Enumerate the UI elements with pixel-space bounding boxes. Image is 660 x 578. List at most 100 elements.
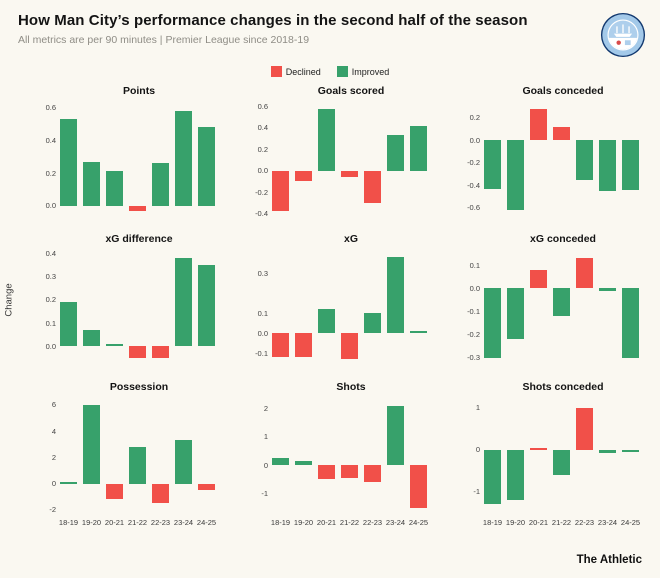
y-tick-label: -0.1 xyxy=(255,348,268,358)
bar-23-24 xyxy=(599,449,616,454)
bar-18-19 xyxy=(60,302,77,347)
y-tick-label: -0.2 xyxy=(467,330,480,340)
bar-23-24 xyxy=(387,405,404,466)
bar-22-23 xyxy=(364,170,381,203)
y-tick-label: 0.0 xyxy=(45,201,56,211)
bar-20-21 xyxy=(318,309,335,333)
x-tick-label: 22-23 xyxy=(150,518,171,527)
y-tick-label: -0.2 xyxy=(467,158,480,168)
x-tick-label: 24-25 xyxy=(196,518,217,527)
y-tick-label: 0.2 xyxy=(469,113,480,123)
bar-21-22 xyxy=(129,446,146,484)
header-titles: How Man City’s performance changes in th… xyxy=(18,12,528,46)
chart-possession: Possession 6 4 2 0 -2 18-19 19-20 20-21 21-22 22-2… xyxy=(30,381,220,527)
bar-18-19 xyxy=(272,333,289,357)
man-city-crest-icon xyxy=(600,12,646,58)
plot-goals-scored: 0.6 0.4 0.2 0.0 -0.2 -0.4 xyxy=(242,101,432,219)
bar-22-23 xyxy=(152,483,169,504)
legend-declined-label: Declined xyxy=(285,66,321,77)
y-tick-label: -0.3 xyxy=(467,353,480,363)
x-tick-label: 23-24 xyxy=(385,518,406,527)
bar-18-19 xyxy=(60,482,77,484)
x-tick-label: 23-24 xyxy=(173,518,194,527)
legend-declined: Declined xyxy=(270,66,321,77)
x-tick-label: 18-19 xyxy=(58,518,79,527)
bar-21-22 xyxy=(553,126,570,141)
bar-18-19 xyxy=(484,449,501,505)
bar-20-21 xyxy=(530,269,547,289)
y-tick-label: 0.4 xyxy=(45,135,56,145)
y-tick-label: 0.2 xyxy=(45,168,56,178)
bar-19-20 xyxy=(295,460,312,466)
x-tick-label: 24-25 xyxy=(408,518,429,527)
x-tick-label: 24-25 xyxy=(620,518,641,527)
bar-20-21 xyxy=(530,108,547,141)
bar-19-20 xyxy=(295,170,312,182)
bar-23-24 xyxy=(387,257,404,333)
chart-title-goals-conceded: Goals conceded xyxy=(522,85,604,97)
declined-swatch-icon xyxy=(270,66,282,77)
bar-20-21 xyxy=(318,108,335,171)
bar-21-22 xyxy=(341,333,358,359)
plot-shots-conceded: 1 0 -1 18-19 19-20 20-21 21-22 22-23 23-24 24-25 xyxy=(454,397,644,527)
bar-19-20 xyxy=(507,140,524,210)
x-tick-label: 22-23 xyxy=(362,518,383,527)
bar-18-19 xyxy=(484,288,501,358)
bar-23-24 xyxy=(599,288,616,291)
bar-24-25 xyxy=(622,288,639,358)
y-tick-label: 0.1 xyxy=(469,260,480,270)
y-tick-label: 0.1 xyxy=(45,318,56,328)
chart-xg: xG 0.3 0.1 0.0 -0.1 xyxy=(242,233,432,367)
y-tick-label: 1 xyxy=(475,403,480,413)
x-tick-label: 19-20 xyxy=(293,518,314,527)
bar-23-24 xyxy=(175,110,192,206)
y-tick-label: 0.6 xyxy=(45,103,56,113)
chart-title-shots: Shots xyxy=(336,381,366,393)
y-tick-label: 4 xyxy=(51,426,56,436)
x-tick-label: 19-20 xyxy=(81,518,102,527)
bar-23-24 xyxy=(175,258,192,347)
y-tick-label: 0 xyxy=(263,460,268,470)
chart-xg-conceded: xG conceded 0.1 0.0 -0.1 -0.2 -0.3 xyxy=(454,233,644,367)
y-tick-label: -0.4 xyxy=(255,209,268,219)
bar-23-24 xyxy=(387,135,404,171)
chart-title-possession: Possession xyxy=(109,381,169,393)
bar-19-20 xyxy=(507,288,524,340)
bar-18-19 xyxy=(272,458,289,466)
bar-22-23 xyxy=(576,407,593,450)
plot-possession: 6 4 2 0 -2 18-19 19-20 20-21 21-22 22-23 23-24 24-2… xyxy=(30,397,220,527)
bar-24-25 xyxy=(410,125,427,171)
x-tick-label: 21-22 xyxy=(551,518,572,527)
chart-title-xg-difference: xG difference xyxy=(105,233,173,245)
y-tick-label: -0.1 xyxy=(467,306,480,316)
bar-21-22 xyxy=(553,288,570,317)
chart-goals-scored: Goals scored 0.6 0.4 0.2 0.0 -0.2 -0.4 xyxy=(242,85,432,219)
chart-shots-conceded: Shots conceded 1 0 -1 18-19 19-20 20-21 21-22 22… xyxy=(454,381,644,527)
bar-20-21 xyxy=(106,343,123,347)
bar-21-22 xyxy=(129,205,146,211)
y-tick-label: 0.2 xyxy=(257,144,268,154)
bar-22-23 xyxy=(364,313,381,333)
bar-24-25 xyxy=(410,465,427,508)
bar-24-25 xyxy=(410,331,427,333)
page-subtitle: All metrics are per 90 minutes | Premier… xyxy=(18,34,310,46)
bar-22-23 xyxy=(576,258,593,289)
y-tick-label: -0.4 xyxy=(467,180,480,190)
bar-20-21 xyxy=(318,465,335,480)
bar-20-21 xyxy=(106,171,123,206)
y-tick-label: -1 xyxy=(473,487,480,497)
y-tick-label: -2 xyxy=(49,505,56,515)
bar-19-20 xyxy=(83,161,100,206)
chart-title-xg: xG xyxy=(343,233,358,245)
x-tick-label: 20-21 xyxy=(316,518,337,527)
y-tick-label: 0.1 xyxy=(257,308,268,318)
bar-18-19 xyxy=(272,170,289,212)
y-tick-label: 2 xyxy=(51,452,56,462)
bar-22-23 xyxy=(152,163,169,206)
improved-swatch-icon xyxy=(336,66,348,77)
charts-grid: Points 0.6 0.4 0.2 0.0 Goals scored 0.6 0.4 0.2 0… xyxy=(30,85,644,527)
bar-20-21 xyxy=(530,447,547,450)
y-tick-label: 0.4 xyxy=(257,123,268,133)
y-tick-label: 0.0 xyxy=(257,328,268,338)
x-tick-label: 18-19 xyxy=(482,518,503,527)
